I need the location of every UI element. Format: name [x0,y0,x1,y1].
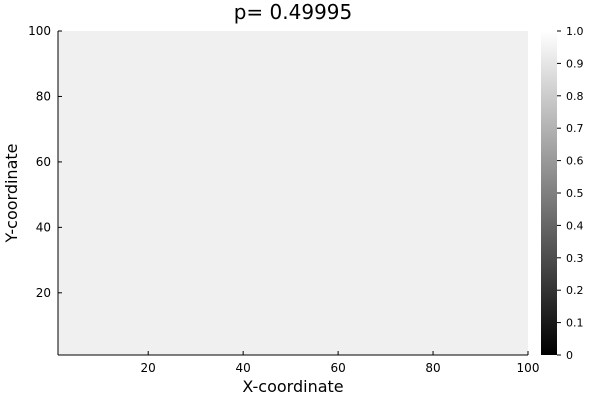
heatmap-field [58,31,528,355]
colorbar-tick-label: 1.0 [566,25,584,38]
colorbar-tick-label: 0.5 [566,187,584,200]
x-axis-ticks: 20 40 60 80 100 [141,351,540,375]
colorbar-tick-label: 0.3 [566,252,584,265]
colorbar-tick-label: 0.7 [566,122,584,135]
x-tick-label: 60 [330,361,345,375]
y-tick-label: 80 [36,89,51,103]
colorbar-tick-label: 0 [566,349,573,362]
y-tick-label: 20 [36,286,51,300]
colorbar [541,31,557,355]
y-tick-label: 40 [36,220,51,234]
x-axis-label: X-coordinate [242,377,343,396]
y-axis-ticks: 20 40 60 80 100 [28,24,62,300]
colorbar-ticks: 0 0.1 0.2 0.3 0.4 0.5 0.6 0.7 0.8 0.9 1.0 [557,25,584,362]
colorbar-tick-label: 0.1 [566,317,584,330]
y-axis-label: Y-coordinate [2,144,21,244]
x-tick-label: 20 [141,361,156,375]
chart-title: p= 0.49995 [234,0,353,24]
y-tick-label: 60 [36,155,51,169]
colorbar-tick-label: 0.9 [566,57,584,70]
colorbar-tick-label: 0.8 [566,90,584,103]
colorbar-tick-label: 0.6 [566,155,584,168]
x-tick-label: 40 [236,361,251,375]
y-tick-label: 100 [28,24,51,38]
colorbar-tick-label: 0.4 [566,219,584,232]
x-tick-label: 80 [425,361,440,375]
colorbar-tick-label: 0.2 [566,284,584,297]
x-tick-label: 100 [517,361,540,375]
